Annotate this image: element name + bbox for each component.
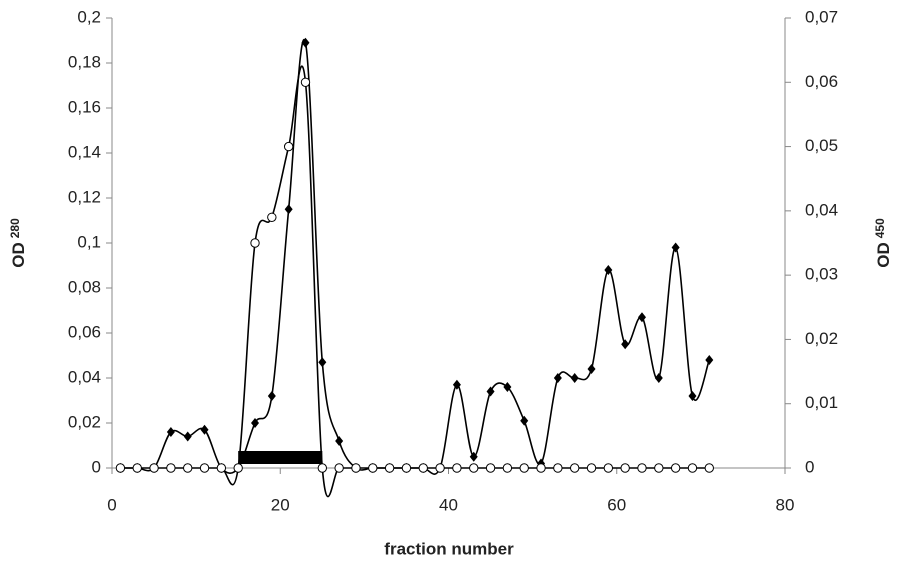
y2-axis-label: OD 450 [873,218,893,268]
marker [418,463,428,473]
y-tick-label: 0,08 [68,277,101,296]
series-line [120,38,711,475]
y2-tick-label: 0,05 [805,136,838,155]
marker [604,265,613,275]
marker [688,391,697,401]
x-tick-label: 60 [607,495,626,514]
marker [586,463,597,473]
y-axis-label-main: OD [9,242,28,268]
marker [183,463,193,473]
y2-tick-label: 0,07 [805,7,838,26]
marker [166,463,176,473]
marker [620,463,630,473]
marker [536,463,546,473]
marker [384,463,395,473]
marker [671,242,680,253]
marker [334,463,344,473]
marker [216,463,227,473]
x-tick-label: 80 [776,495,795,514]
y2-tick-label: 0 [805,457,814,476]
marker [351,463,361,473]
y-tick-label: 0,12 [68,187,101,206]
marker [452,379,461,390]
marker [704,463,714,473]
marker [587,364,596,374]
y2-tick-label: 0,01 [805,393,838,412]
marker [502,463,513,473]
fraction-range-bar [238,451,323,464]
marker [654,463,664,473]
marker [233,463,243,473]
marker [621,339,630,350]
marker [199,463,210,473]
marker [149,463,159,473]
y2-tick-label: 0,03 [805,265,838,284]
marker [553,373,562,383]
marker [200,424,209,435]
marker [368,463,378,473]
y-tick-label: 0 [92,457,101,476]
marker [251,418,260,428]
marker [469,463,479,473]
marker [569,463,580,473]
marker [317,463,328,473]
y2-tick-label: 0,06 [805,72,838,91]
y-tick-label: 0,16 [68,97,101,116]
y2-axis-label-main: OD [874,242,893,268]
marker [603,463,614,473]
x-tick-label: 20 [271,495,290,514]
marker [486,386,495,397]
marker [570,373,579,383]
marker [115,463,126,473]
marker [519,463,529,473]
y-tick-label: 0,14 [68,142,101,161]
marker [166,427,175,437]
marker [637,463,647,473]
marker [284,204,293,215]
marker [267,212,277,222]
marker [401,463,412,473]
marker [654,373,663,383]
marker [670,463,681,473]
x-tick-label: 0 [107,495,116,514]
y-tick-label: 0,1 [77,232,101,251]
y-axis-label: OD 280 [8,218,28,268]
y2-tick-label: 0,04 [805,200,838,219]
marker [250,238,260,248]
marker [335,436,344,446]
marker [435,463,445,473]
y-tick-label: 0,02 [68,412,101,431]
y-tick-label: 0,18 [68,52,101,71]
marker [183,431,192,442]
marker [687,463,698,473]
marker [637,312,646,323]
marker [452,463,462,473]
y-tick-label: 0,2 [77,7,101,26]
marker [300,77,311,87]
marker [705,355,714,365]
x-axis-label: fraction number [384,539,514,558]
marker [485,463,496,473]
marker [469,451,478,462]
marker [318,357,327,368]
y-axis-label-sub: 280 [8,218,22,238]
marker [520,415,529,426]
y-tick-label: 0,06 [68,322,101,341]
y2-tick-label: 0,02 [805,329,838,348]
marker [503,382,512,392]
series-line [120,65,710,498]
y-tick-label: 0,04 [68,367,101,386]
marker [301,37,310,48]
x-tick-label: 40 [439,495,458,514]
marker [283,141,294,152]
y2-axis-label-sub: 450 [873,218,887,238]
marker [553,463,563,473]
marker [132,463,142,473]
marker [267,391,276,401]
